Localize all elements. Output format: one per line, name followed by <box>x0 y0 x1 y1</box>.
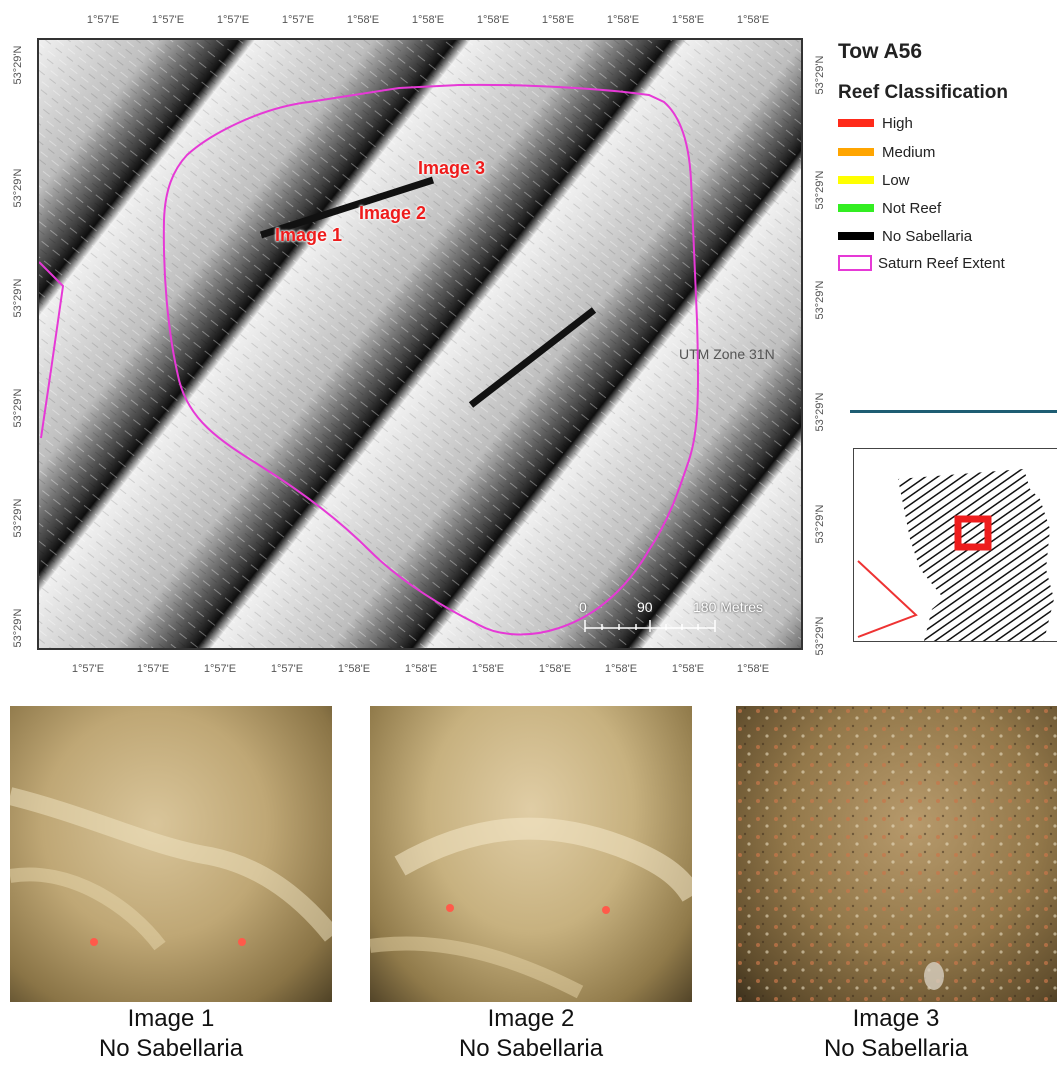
legend-swatch-no-sabellaria <box>838 232 874 240</box>
legend-label: High <box>882 114 913 132</box>
legend-item-high: High <box>838 112 913 134</box>
bottom-lon-label: 1°57'E <box>270 663 304 675</box>
inset-locator-map[interactable] <box>853 448 1057 642</box>
scale-label-0: 0 <box>579 599 587 615</box>
tow-track-2[interactable] <box>468 307 597 408</box>
bottom-lon-label: 1°58'E <box>404 663 438 675</box>
legend-item-reef-extent: Saturn Reef Extent <box>838 252 1005 274</box>
bottom-lon-label: 1°58'E <box>471 663 505 675</box>
photo-3-classification: No Sabellaria <box>823 1035 969 1062</box>
legend-swatch-high <box>838 119 874 127</box>
left-lat-label: 53°29'N <box>12 388 24 428</box>
right-lat-label: 53°29'N <box>814 280 826 320</box>
bottom-lon-label: 1°57'E <box>71 663 105 675</box>
tow-track-1[interactable] <box>259 176 435 239</box>
top-lon-label: 1°58'E <box>671 14 705 26</box>
seabed-photo-2[interactable] <box>370 706 692 1002</box>
top-lon-label: 1°57'E <box>151 14 185 26</box>
map-canvas <box>39 40 801 648</box>
reef-extent-polygon-west[interactable] <box>39 261 65 439</box>
bottom-lon-label: 1°57'E <box>203 663 237 675</box>
left-lat-label: 53°29'N <box>12 168 24 208</box>
left-lat-label: 53°29'N <box>12 498 24 538</box>
legend-label: No Sabellaria <box>882 227 973 245</box>
legend-swatch-medium <box>838 148 874 156</box>
photo-1-caption: Image 1 No Sabellaria <box>10 1004 332 1064</box>
seabed-speckle <box>39 40 801 648</box>
seabed-photo-1[interactable] <box>10 706 332 1002</box>
photo-1-title: Image 1 <box>127 1005 215 1032</box>
image-1-map-label[interactable]: Image 1 <box>275 225 343 245</box>
panel-divider <box>850 410 1057 413</box>
top-lon-label: 1°58'E <box>606 14 640 26</box>
right-lat-label: 53°29'N <box>814 504 826 544</box>
legend-item-not-reef: Not Reef <box>838 197 941 219</box>
scale-label-90: 90 <box>637 599 653 615</box>
seabed-photo-3[interactable] <box>736 706 1057 1002</box>
top-lon-label: 1°58'E <box>541 14 575 26</box>
bottom-lon-label: 1°58'E <box>337 663 371 675</box>
legend-swatch-low <box>838 176 874 184</box>
scale-label-180: 180 Metres <box>693 599 764 615</box>
left-lat-label: 53°29'N <box>12 278 24 318</box>
photo-1-classification: No Sabellaria <box>98 1035 244 1062</box>
utm-zone-label: UTM Zone 31N <box>679 346 775 362</box>
photo-3-title: Image 3 <box>852 1005 940 1032</box>
scale-bar <box>584 620 716 632</box>
top-lon-label: 1°57'E <box>281 14 315 26</box>
bottom-lon-label: 1°58'E <box>538 663 572 675</box>
photo-2-classification: No Sabellaria <box>458 1035 604 1062</box>
image-2-map-label[interactable]: Image 2 <box>359 203 427 223</box>
bottom-lon-label: 1°58'E <box>736 663 770 675</box>
legend-swatch-not-reef <box>838 204 874 212</box>
top-lon-label: 1°58'E <box>476 14 510 26</box>
tow-location-marker <box>954 515 992 551</box>
left-lat-label: 53°29'N <box>12 608 24 648</box>
legend-subtitle: Reef Classification <box>838 82 1008 103</box>
legend-label: Low <box>882 171 910 189</box>
seabed-photo-3-texture <box>736 706 1057 1002</box>
bottom-lon-label: 1°58'E <box>604 663 638 675</box>
top-lon-label: 1°58'E <box>736 14 770 26</box>
photo-2-title: Image 2 <box>487 1005 575 1032</box>
reef-extent-polygon[interactable] <box>162 83 700 636</box>
legend-label: Not Reef <box>882 199 942 217</box>
top-lon-label: 1°57'E <box>86 14 120 26</box>
legend-item-low: Low <box>838 169 910 191</box>
inset-boundary-line <box>857 560 918 638</box>
photo-2-caption: Image 2 No Sabellaria <box>370 1004 692 1064</box>
legend-label: Saturn Reef Extent <box>878 254 1005 272</box>
top-lon-label: 1°58'E <box>411 14 445 26</box>
top-lon-label: 1°58'E <box>346 14 380 26</box>
survey-area <box>898 469 1054 641</box>
bottom-lon-label: 1°57'E <box>136 663 170 675</box>
left-lat-label: 53°29'N <box>12 45 24 85</box>
photo-3-caption: Image 3 No Sabellaria <box>735 1004 1057 1064</box>
right-lat-label: 53°29'N <box>814 170 826 210</box>
image-3-map-label[interactable]: Image 3 <box>418 158 486 178</box>
inset-canvas <box>857 469 1054 641</box>
sidescan-map[interactable]: Image 3 Image 2 Image 1 UTM Zone 31N 0 9… <box>37 38 803 650</box>
right-lat-label: 53°29'N <box>814 55 826 95</box>
legend-item-medium: Medium <box>838 141 935 163</box>
right-lat-label: 53°29'N <box>814 616 826 656</box>
legend-swatch-reef-extent <box>838 255 872 271</box>
legend-title: Tow A56 <box>838 40 923 63</box>
seabed-photo-1-texture <box>10 787 332 951</box>
right-lat-label: 53°29'N <box>814 392 826 432</box>
seabed-photo-2-texture <box>370 817 692 999</box>
legend-item-no-sabellaria: No Sabellaria <box>838 225 972 247</box>
bottom-lon-label: 1°58'E <box>671 663 705 675</box>
top-lon-label: 1°57'E <box>216 14 250 26</box>
legend-label: Medium <box>882 143 936 161</box>
